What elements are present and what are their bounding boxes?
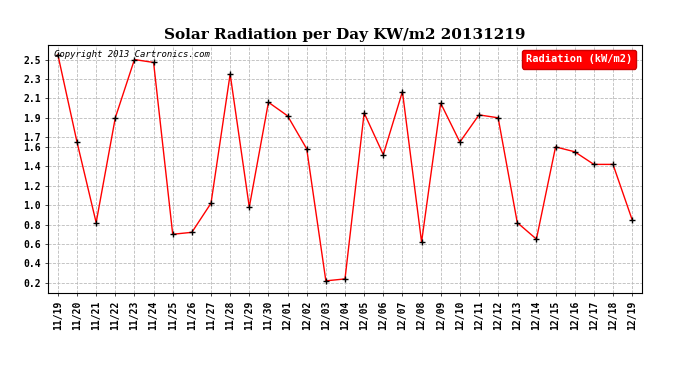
- Legend: Radiation (kW/m2): Radiation (kW/m2): [522, 50, 636, 69]
- Text: Copyright 2013 Cartronics.com: Copyright 2013 Cartronics.com: [55, 50, 210, 59]
- Title: Solar Radiation per Day KW/m2 20131219: Solar Radiation per Day KW/m2 20131219: [164, 28, 526, 42]
